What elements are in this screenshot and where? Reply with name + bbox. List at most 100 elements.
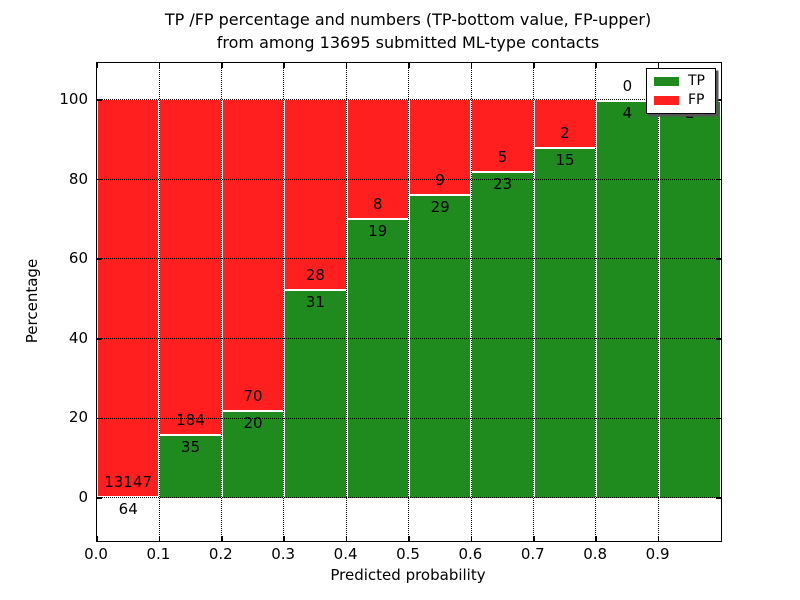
bar-column-0.6 xyxy=(471,100,534,498)
x-tick-bottom-0.1 xyxy=(158,536,161,541)
x-tick-label-0.2: 0.2 xyxy=(208,545,233,563)
bar-label-fp-7: 2 xyxy=(560,123,570,142)
bar-column-0.5 xyxy=(409,100,472,498)
y-tick-left-20 xyxy=(97,417,102,420)
x-tick-top-0.5 xyxy=(408,63,410,68)
grid-line-y-0 xyxy=(97,497,721,499)
legend-label-tp: TP xyxy=(688,73,705,89)
bar-segment-tp-2 xyxy=(222,409,284,498)
grid-line-y-100 xyxy=(97,99,721,101)
grid-line-x-0.5 xyxy=(408,63,410,541)
x-tick-top-0.9 xyxy=(657,63,660,68)
x-tick-bottom-0.9 xyxy=(657,536,660,541)
bar-segment-tp-9 xyxy=(659,100,720,498)
chart-title-line2: from among 13695 submitted ML-type conta… xyxy=(216,33,600,52)
y-tick-left-80 xyxy=(97,178,102,181)
bar-segment-fp-6 xyxy=(472,100,533,172)
x-tick-bottom-0.3 xyxy=(283,536,285,541)
bar-label-fp-6: 5 xyxy=(497,148,508,167)
bar-segment-tp-1 xyxy=(160,434,221,498)
x-tick-bottom-0.4 xyxy=(345,536,348,541)
bar-column-0.1 xyxy=(159,100,222,498)
grid-line-x-0.2 xyxy=(220,63,222,541)
x-tick-label-0.8: 0.8 xyxy=(583,545,608,563)
x-tick-top-0.7 xyxy=(533,63,535,68)
x-tick-label-0.3: 0.3 xyxy=(271,545,296,563)
bar-column-0.4 xyxy=(346,100,409,498)
grid-line-x-0.7 xyxy=(532,63,534,541)
grid-line-y-40 xyxy=(97,337,721,339)
y-tick-right-80 xyxy=(716,178,721,181)
bar-label-tp-0: 64 xyxy=(118,500,138,519)
bar-label-fp-3: 28 xyxy=(305,265,325,284)
grid-line-x-0.4 xyxy=(345,63,347,541)
bar-label-fp-2: 70 xyxy=(243,386,263,405)
legend: TP FP xyxy=(646,68,716,114)
chart-title-line1: TP /FP percentage and numbers (TP-bottom… xyxy=(164,10,652,29)
bar-column-0.9 xyxy=(658,100,721,498)
bar-segment-fp-7 xyxy=(534,100,596,147)
grid-line-x-0.6 xyxy=(470,63,472,541)
x-tick-label-0.5: 0.5 xyxy=(396,545,420,563)
bar-column-0.0 xyxy=(97,100,160,498)
x-tick-top-0.3 xyxy=(283,63,285,68)
bar-label-fp-5: 9 xyxy=(435,171,445,190)
y-tick-label-40: 40 xyxy=(68,328,88,347)
legend-swatch-fp xyxy=(654,96,679,105)
grid-line-x-0.8 xyxy=(595,63,597,541)
y-axis-label: Percentage xyxy=(23,258,41,344)
bar-segment-tp-8 xyxy=(597,100,658,498)
bar-segment-fp-2 xyxy=(222,100,284,410)
bar-label-tp-4: 19 xyxy=(368,221,388,240)
x-tick-top-0.1 xyxy=(158,63,161,68)
y-tick-right-0 xyxy=(716,497,721,499)
y-tick-right-100 xyxy=(716,99,721,101)
x-tick-bottom-0.6 xyxy=(470,536,473,541)
bar-segment-fp-0 xyxy=(98,100,159,497)
x-tick-top-0.4 xyxy=(345,63,348,68)
x-tick-label-0.9: 0.9 xyxy=(645,545,670,563)
bar-label-tp-6: 23 xyxy=(493,175,513,194)
y-tick-left-60 xyxy=(97,258,102,260)
bar-segment-fp-1 xyxy=(160,100,221,435)
bar-segment-fp-3 xyxy=(285,100,346,289)
bar-label-fp-4: 8 xyxy=(373,194,383,213)
x-tick-top-0.6 xyxy=(470,63,473,68)
x-tick-bottom-0.7 xyxy=(533,536,535,541)
bar-segment-tp-6 xyxy=(472,171,533,498)
x-tick-top-0.8 xyxy=(595,63,597,68)
y-tick-label-60: 60 xyxy=(68,249,88,268)
y-tick-left-0 xyxy=(97,497,102,499)
bar-column-0.2 xyxy=(221,100,285,498)
bar-label-tp-2: 20 xyxy=(243,413,263,432)
bar-column-0.7 xyxy=(533,100,597,498)
grid-line-x-0.3 xyxy=(283,63,285,541)
bar-label-fp-0: 13147 xyxy=(104,473,153,492)
y-tick-left-100 xyxy=(97,99,102,101)
grid-line-y-60 xyxy=(97,258,721,260)
y-tick-label-0: 0 xyxy=(78,488,88,507)
bar-segment-tp-7 xyxy=(534,146,596,498)
x-tick-bottom-0.5 xyxy=(408,536,410,541)
bar-label-tp-3: 31 xyxy=(305,292,325,311)
bar-label-tp-5: 29 xyxy=(430,198,450,217)
y-tick-label-80: 80 xyxy=(68,169,88,188)
bar-label-tp-1: 35 xyxy=(181,438,201,457)
grid-line-y-80 xyxy=(97,178,721,180)
x-tick-label-0.6: 0.6 xyxy=(458,545,483,563)
y-tick-label-20: 20 xyxy=(68,408,88,427)
y-tick-left-40 xyxy=(97,338,102,340)
x-tick-label-0.7: 0.7 xyxy=(520,545,545,563)
x-tick-top-0.2 xyxy=(221,63,223,68)
grid-line-y-20 xyxy=(97,417,721,419)
legend-entry-tp: TP xyxy=(654,74,708,89)
grid-line-x-0.1 xyxy=(158,63,160,541)
chart-title: TP /FP percentage and numbers (TP-bottom… xyxy=(16,8,800,54)
x-tick-top-0.0 xyxy=(96,63,98,68)
y-tick-label-100: 100 xyxy=(59,90,88,108)
bar-label-fp-8: 0 xyxy=(622,77,633,95)
y-tick-right-40 xyxy=(716,338,721,340)
x-tick-label-0.4: 0.4 xyxy=(333,545,358,563)
